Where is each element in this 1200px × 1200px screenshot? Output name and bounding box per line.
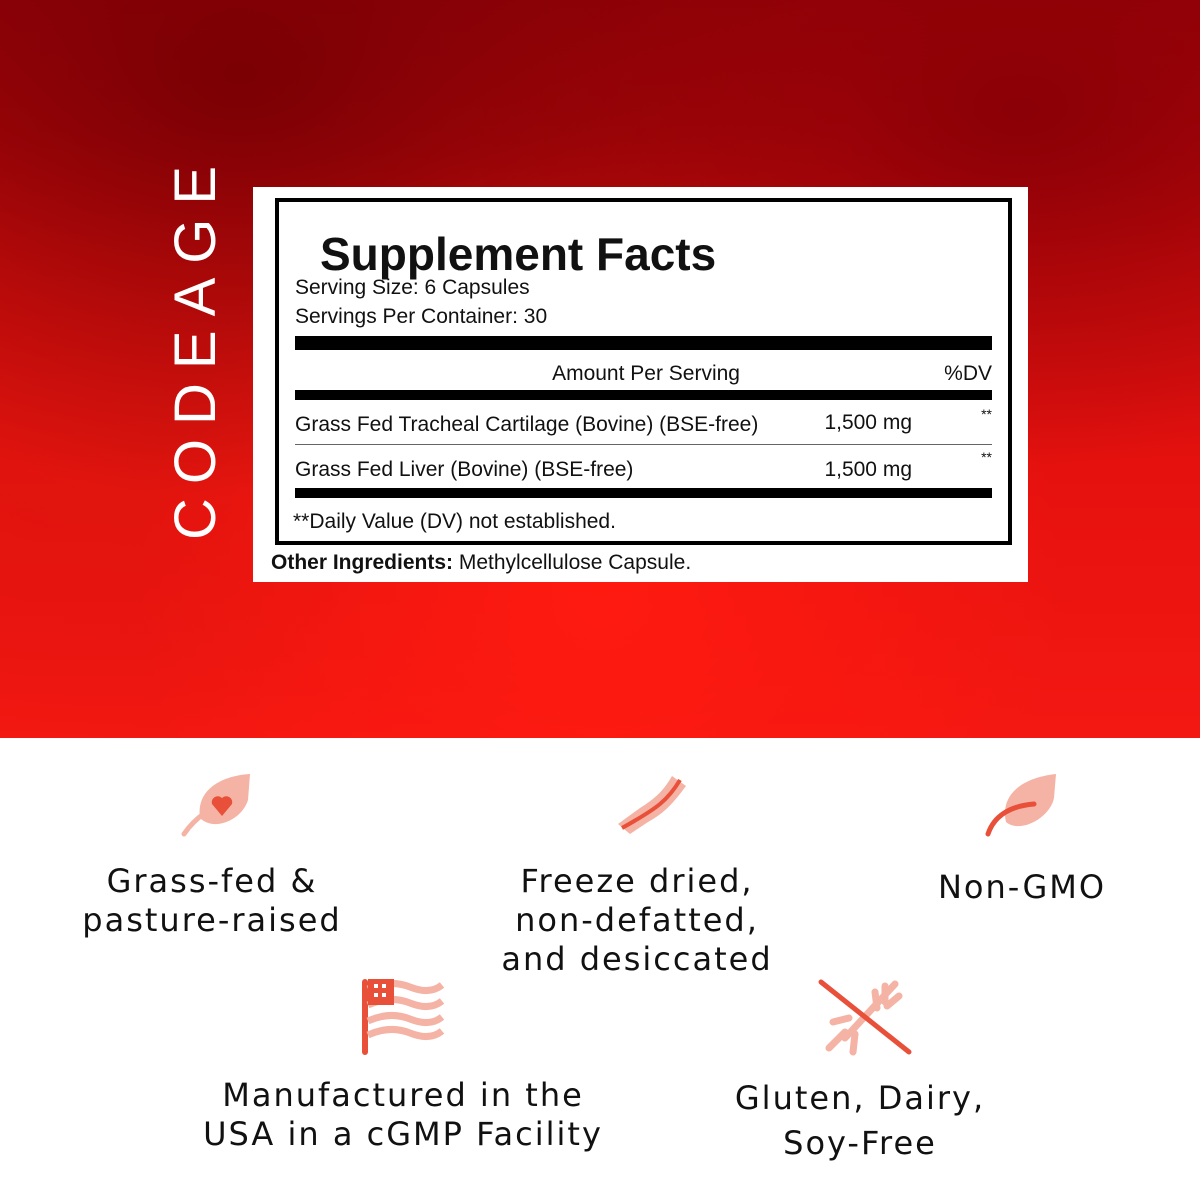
footnote: **Daily Value (DV) not established. <box>293 510 616 533</box>
ingredient-name: Grass Fed Tracheal Cartilage (Bovine) (B… <box>295 413 759 436</box>
feature-text: Freeze dried, <box>520 862 754 900</box>
brand-logo: CODEAGE <box>163 151 228 540</box>
feature-text: non-defatted, <box>515 901 759 939</box>
feature-text: Gluten, Dairy, <box>734 1079 986 1117</box>
serving-size: Serving Size: 6 Capsules <box>295 276 530 299</box>
col-dv: %DV <box>944 362 992 385</box>
feature-freeze-dried: Freeze dried, non-defatted, and desiccated <box>480 862 794 979</box>
feature-text: pasture-raised <box>82 901 342 939</box>
ingredient-amount: 1,500 mg <box>824 458 912 481</box>
servings-per-container: Servings Per Container: 30 <box>295 305 548 328</box>
other-label: Other Ingredients: <box>271 551 454 574</box>
other-value: Methylcellulose Capsule. <box>453 551 692 574</box>
feature-text: Non-GMO <box>937 868 1107 906</box>
row-divider <box>295 444 992 445</box>
feature-text: USA in a cGMP Facility <box>203 1115 603 1153</box>
feature-text: Manufactured in the <box>222 1076 584 1114</box>
leaf-heart-icon <box>181 774 250 837</box>
leaf-icon <box>985 774 1056 837</box>
ingredient-name: Grass Fed Liver (Bovine) (BSE-free) <box>295 458 634 481</box>
divider <box>295 488 992 498</box>
other-ingredients: Other Ingredients: Methylcellulose Capsu… <box>271 551 691 575</box>
freeze-dried-strip-icon <box>618 776 686 834</box>
divider <box>295 390 992 400</box>
feature-allergen-free: Gluten, Dairy, Soy-Free <box>710 1076 1010 1166</box>
feature-grass-fed: Grass-fed & pasture-raised <box>62 862 362 940</box>
feature-made-in-usa: Manufactured in the USA in a cGMP Facilit… <box>180 1076 626 1154</box>
feature-text: and desiccated <box>501 940 773 978</box>
col-amount: Amount Per Serving <box>552 362 740 385</box>
supplement-facts-label: Supplement Facts Serving Size: 6 Capsule… <box>253 187 1028 582</box>
facts-title: Supplement Facts <box>320 228 717 280</box>
no-gluten-dairy-soy-icon <box>818 979 912 1056</box>
divider-thick <box>295 336 992 350</box>
ingredient-dv: ** <box>981 449 992 465</box>
ingredient-amount: 1,500 mg <box>824 411 912 434</box>
facts-panel: Supplement Facts Serving Size: 6 Capsule… <box>275 198 1012 545</box>
usa-flag-icon <box>362 979 444 1055</box>
feature-non-gmo: Non-GMO <box>910 868 1134 907</box>
ingredient-dv: ** <box>981 406 992 422</box>
feature-text: Soy-Free <box>783 1124 937 1162</box>
feature-text: Grass-fed & <box>106 862 318 900</box>
